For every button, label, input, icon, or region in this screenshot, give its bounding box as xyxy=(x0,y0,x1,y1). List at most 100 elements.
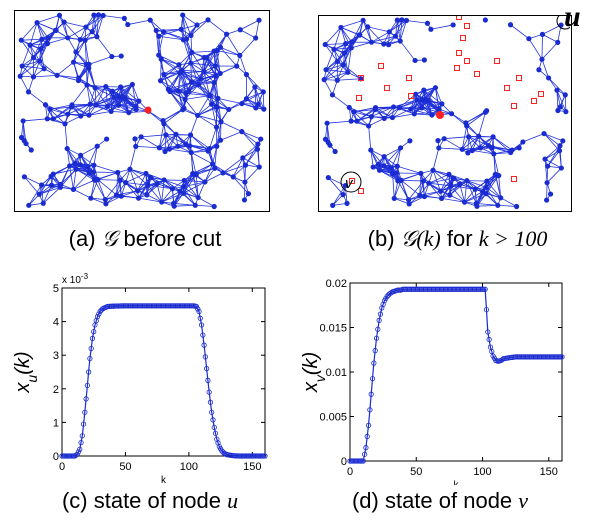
chart-c: 0 50 100 150 0 1 2 3 4 5 k xu(k) x 10-3 xyxy=(12,272,268,485)
network-edge xyxy=(28,91,46,106)
data-point xyxy=(485,329,491,335)
data-point xyxy=(82,409,88,415)
network-edge xyxy=(129,168,147,174)
network-node xyxy=(360,17,366,23)
network-node xyxy=(65,35,71,41)
network-edge xyxy=(197,115,217,128)
network-edge xyxy=(196,167,215,176)
network-node xyxy=(421,57,427,63)
network-edge xyxy=(190,19,209,36)
network-node xyxy=(161,177,167,183)
network-node xyxy=(211,203,217,210)
network-node xyxy=(195,194,201,201)
network-node xyxy=(138,134,144,140)
data-point xyxy=(368,391,374,397)
network-edge xyxy=(448,173,468,182)
network-edge xyxy=(182,109,198,116)
network-edge xyxy=(464,191,483,203)
network-edge xyxy=(466,125,479,137)
network-node xyxy=(381,154,387,160)
network-node xyxy=(195,112,201,119)
network-edge xyxy=(421,107,440,113)
network-edge xyxy=(453,178,476,190)
network-node xyxy=(180,184,186,190)
y-tick-label: 0.01 xyxy=(326,367,347,379)
network-node xyxy=(188,60,194,66)
removed-node-marker xyxy=(504,85,510,91)
network-node xyxy=(354,118,360,124)
network-edge xyxy=(181,69,205,73)
network-edge xyxy=(64,123,68,149)
network-node xyxy=(102,196,108,203)
network-edge xyxy=(441,197,465,203)
network-edge xyxy=(169,91,184,110)
network-edge xyxy=(184,99,198,116)
network-edge xyxy=(125,173,147,183)
network-edge xyxy=(217,97,242,104)
network-node xyxy=(484,178,490,184)
data-point xyxy=(372,348,378,354)
network-edge xyxy=(440,174,450,192)
network-edge xyxy=(105,86,108,107)
network-edge xyxy=(435,87,443,105)
network-edge xyxy=(327,120,352,124)
network-edge xyxy=(20,39,34,58)
network-edge xyxy=(160,58,181,74)
network-edge xyxy=(135,145,160,149)
network-node xyxy=(255,101,261,107)
network-node xyxy=(261,106,267,112)
network-edge xyxy=(226,34,241,56)
network-node xyxy=(135,195,142,201)
network-edge xyxy=(159,134,177,149)
network-edge xyxy=(42,187,61,204)
network-node xyxy=(204,54,210,61)
network-edge xyxy=(340,27,352,49)
data-point xyxy=(369,376,376,382)
y-tick-label: 0 xyxy=(53,451,59,463)
network-edge xyxy=(421,87,436,109)
network-edge xyxy=(400,180,421,196)
network-node xyxy=(217,70,223,77)
network-node xyxy=(50,116,56,122)
network-node xyxy=(40,200,46,206)
network-edge xyxy=(466,180,477,204)
network-node xyxy=(324,120,330,126)
data-point xyxy=(365,422,372,428)
network-node xyxy=(329,92,336,98)
data-point xyxy=(360,458,366,464)
network-edge xyxy=(544,145,561,160)
network-edge xyxy=(472,150,494,155)
network-edge xyxy=(163,64,180,75)
x-tick-label: 150 xyxy=(540,466,558,478)
network-node xyxy=(399,17,405,23)
network-node xyxy=(421,87,427,93)
network-node xyxy=(545,75,552,81)
network-node xyxy=(426,180,432,186)
network-edge xyxy=(324,27,342,45)
network-edge xyxy=(120,86,140,102)
network-node xyxy=(103,84,109,90)
network-edge xyxy=(40,48,45,69)
network-node xyxy=(89,29,95,35)
network-node xyxy=(526,36,532,42)
network-edge xyxy=(220,46,240,56)
network-edge xyxy=(90,180,95,199)
network-edge xyxy=(129,168,152,179)
network-edge xyxy=(86,84,97,106)
network-node xyxy=(34,20,40,26)
removed-node-marker xyxy=(511,103,517,109)
network-node xyxy=(134,188,141,194)
network-edge xyxy=(393,180,399,199)
network-node xyxy=(348,45,354,51)
network-edge xyxy=(103,15,125,19)
data-point xyxy=(198,322,205,328)
network-edge xyxy=(324,44,338,62)
network-edge xyxy=(556,90,567,112)
network-edge xyxy=(137,173,147,191)
network-node xyxy=(173,131,179,137)
network-node xyxy=(414,97,420,103)
network-edge xyxy=(71,103,91,108)
network-edge xyxy=(104,180,121,200)
network-node xyxy=(144,192,150,198)
network-node xyxy=(115,169,121,176)
